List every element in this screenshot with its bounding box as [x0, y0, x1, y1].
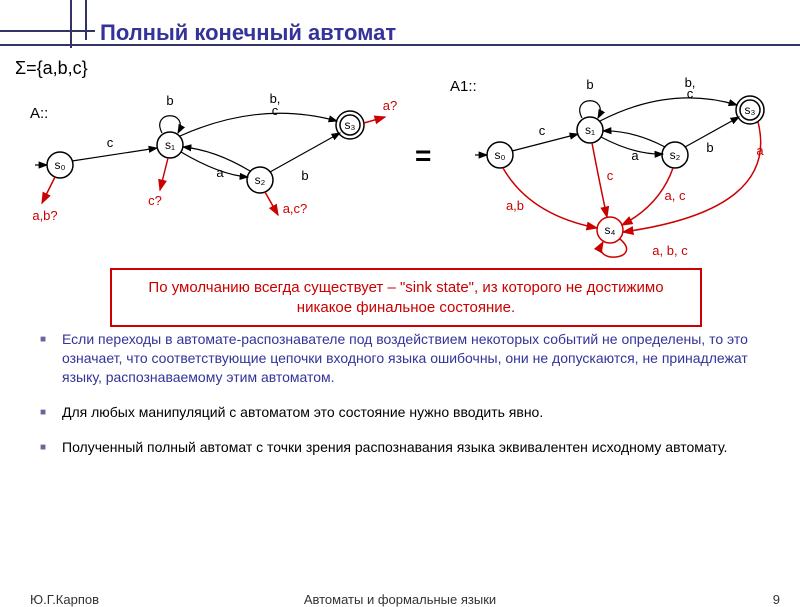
- bullet-item: Если переходы в автомате-распознавателе …: [40, 330, 760, 387]
- svg-text:s₃: s₃: [345, 118, 356, 132]
- svg-text:a?: a?: [383, 98, 397, 113]
- slide-title: Полный конечный автомат: [100, 20, 396, 46]
- svg-text:b: b: [586, 77, 593, 92]
- svg-text:b,c: b,c: [685, 75, 696, 101]
- svg-text:a,c?: a,c?: [283, 201, 308, 216]
- svg-text:s₁: s₁: [585, 123, 595, 137]
- svg-text:s₁: s₁: [165, 138, 175, 152]
- svg-text:s₀: s₀: [495, 148, 506, 162]
- svg-text:s₂: s₂: [670, 148, 681, 162]
- svg-text:c: c: [607, 168, 614, 183]
- svg-text:a,b: a,b: [506, 198, 524, 213]
- svg-text:a, c: a, c: [665, 188, 686, 203]
- svg-text:s₄: s₄: [605, 223, 616, 237]
- svg-text:a, b, c: a, b, c: [652, 243, 688, 258]
- bullet-item: Полученный полный автомат с точки зрения…: [40, 438, 760, 457]
- svg-text:b: b: [166, 93, 173, 108]
- svg-text:s₀: s₀: [55, 158, 66, 172]
- svg-text:a: a: [216, 165, 224, 180]
- svg-text:a: a: [631, 148, 639, 163]
- automaton-left: s₀ s₁ s₂ s₃ c b a b b,c a,b? c? a,c? a?: [32, 91, 397, 223]
- svg-text:b,c: b,c: [270, 91, 281, 118]
- bullet-item: Для любых манипуляций с автоматом это со…: [40, 403, 760, 422]
- svg-text:a,b?: a,b?: [32, 208, 57, 223]
- svg-text:s₂: s₂: [255, 173, 266, 187]
- svg-text:b: b: [301, 168, 308, 183]
- svg-text:a: a: [756, 143, 764, 158]
- svg-text:c?: c?: [148, 193, 162, 208]
- svg-text:s₃: s₃: [745, 103, 756, 117]
- svg-text:c: c: [107, 135, 114, 150]
- svg-text:c: c: [539, 123, 546, 138]
- diagrams: s₀ s₁ s₂ s₃ c b a b b,c a,b? c? a,c? a? …: [10, 55, 790, 255]
- svg-text:b: b: [706, 140, 713, 155]
- automaton-right: s₀ s₁ s₂ s₃ s₄ c b a b b,c a,b c a, c a …: [475, 75, 764, 258]
- sink-state-box: По умолчанию всегда существует – "sink s…: [110, 268, 702, 327]
- bullet-list: Если переходы в автомате-распознавателе …: [40, 330, 760, 472]
